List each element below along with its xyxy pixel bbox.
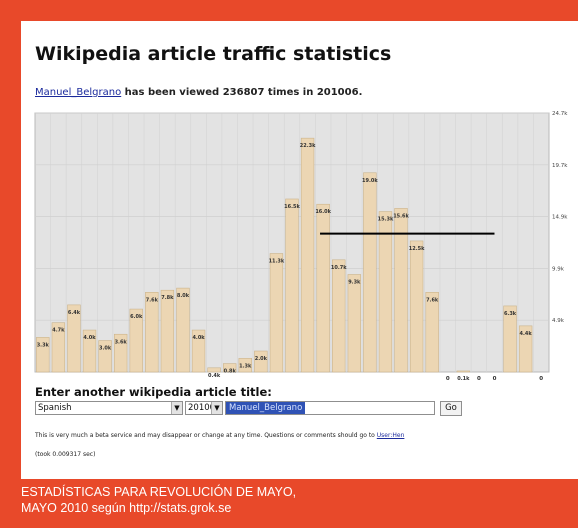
bar-value-label: 0.4k — [208, 373, 221, 379]
bar-value-label: 16.0k — [315, 209, 331, 215]
bar-value-label: 15.3k — [378, 217, 394, 223]
chevron-down-icon: ▼ — [211, 402, 222, 414]
caption: ESTADÍSTICAS PARA REVOLUCIÓN DE MAYO, MA… — [21, 484, 296, 516]
bar-value-label: 2.0k — [255, 356, 268, 362]
bar-value-label: 4.7k — [52, 328, 65, 334]
bar-value-label: 6.0k — [130, 314, 143, 320]
bar — [269, 253, 284, 373]
bar — [51, 322, 66, 373]
bar-value-label: 0 — [446, 376, 450, 382]
bar — [113, 333, 128, 373]
month-select[interactable]: 201006 ▼ — [185, 401, 223, 415]
bar — [394, 208, 408, 373]
bar-value-label: 8.0k — [177, 293, 190, 299]
bar — [36, 337, 50, 373]
y-tick-label: 9.9k — [552, 266, 565, 272]
article-input[interactable]: Manuel_Belgrano — [225, 401, 435, 415]
view-count: 236807 — [222, 87, 265, 98]
bar-value-label: 15.6k — [393, 213, 409, 219]
bar-value-label: 22.3k — [300, 143, 316, 149]
bar — [176, 287, 190, 373]
notice-link[interactable]: User:Hen — [376, 432, 405, 439]
bar — [518, 325, 533, 373]
bar — [67, 304, 81, 373]
bar-value-label: 0 — [493, 376, 497, 382]
bar — [145, 292, 159, 373]
bar-value-label: 3.3k — [37, 342, 50, 348]
bar — [378, 211, 393, 373]
timing-text: (took 0.009317 sec) — [35, 451, 96, 458]
language-select[interactable]: Spanish ▼ — [35, 401, 183, 415]
bar — [409, 240, 424, 373]
viewed-middle: times in — [264, 87, 317, 98]
traffic-chart: 4.9k9.9k14.9k19.7k24.7k3.3k4.7k6.4k4.0k3… — [34, 111, 568, 382]
chevron-down-icon: ▼ — [171, 402, 182, 414]
bar — [456, 370, 471, 373]
bar — [316, 203, 330, 373]
bar-value-label: 6.4k — [68, 310, 81, 316]
bar-value-label: 11.3k — [269, 259, 285, 265]
bar-value-label: 9.3k — [348, 279, 361, 285]
bar — [191, 329, 206, 373]
bar — [363, 172, 377, 373]
bar-value-label: 10.7k — [331, 265, 347, 271]
viewed-suffix: . — [358, 87, 363, 98]
bar-value-label: 1.3k — [239, 363, 252, 369]
go-button[interactable]: Go — [440, 401, 462, 416]
bar — [238, 358, 252, 373]
period: 201006 — [316, 87, 359, 98]
bar-value-label: 3.6k — [115, 339, 128, 345]
bar-value-label: 7.6k — [146, 297, 159, 303]
bar — [285, 198, 299, 373]
form-label: Enter another wikipedia article title: — [35, 385, 272, 399]
bar-value-label: 0 — [477, 376, 481, 382]
bar-value-label: 3.0k — [99, 346, 112, 352]
bar — [82, 329, 97, 373]
bar-value-label: 7.8k — [161, 295, 174, 301]
article-link[interactable]: Manuel_Belgrano — [35, 87, 122, 98]
page-panel: Wikipedia article traffic statistics Man… — [21, 21, 578, 479]
bar-value-label: 4.0k — [192, 335, 205, 341]
bar — [223, 363, 237, 373]
bar — [300, 137, 315, 373]
y-tick-label: 19.7k — [552, 163, 568, 169]
notice-text: This is very much a beta service and may… — [35, 432, 375, 439]
bar-value-label: 12.5k — [409, 246, 425, 252]
bar-value-label: 7.6k — [426, 297, 439, 303]
bar-value-label: 6.3k — [504, 311, 517, 317]
beta-notice: This is very much a beta service and may… — [35, 432, 404, 439]
bar-value-label: 0.8k — [224, 369, 237, 375]
bar-value-label: 4.4k — [520, 331, 533, 337]
bar — [129, 308, 143, 373]
page-title: Wikipedia article traffic statistics — [35, 43, 392, 65]
bar — [347, 274, 361, 373]
view-summary: Manuel_Belgrano has been viewed 236807 t… — [35, 87, 362, 98]
article-input-value: Manuel_Belgrano — [226, 402, 306, 414]
bar-value-label: 16.5k — [284, 204, 300, 210]
bar-value-label: 19.0k — [362, 178, 378, 184]
month-value: 201006 — [188, 403, 221, 413]
bar-value-label: 4.0k — [83, 335, 96, 341]
bar — [332, 259, 346, 373]
bar — [160, 289, 175, 373]
caption-line-2: MAYO 2010 según http://stats.grok.se — [21, 501, 232, 515]
bar — [503, 305, 517, 373]
y-tick-label: 14.9k — [552, 215, 568, 221]
bar-value-label: 0.1k — [457, 376, 470, 382]
bar — [98, 340, 112, 373]
viewed-prefix: has been viewed — [121, 87, 223, 98]
bar — [254, 350, 268, 373]
caption-line-1: ESTADÍSTICAS PARA REVOLUCIÓN DE MAYO, — [21, 485, 297, 499]
y-tick-label: 4.9k — [552, 318, 565, 324]
y-tick-label: 24.7k — [552, 111, 568, 117]
bar-value-label: 0 — [539, 376, 543, 382]
bar — [425, 292, 439, 373]
bar — [207, 367, 221, 373]
language-value: Spanish — [38, 403, 72, 413]
